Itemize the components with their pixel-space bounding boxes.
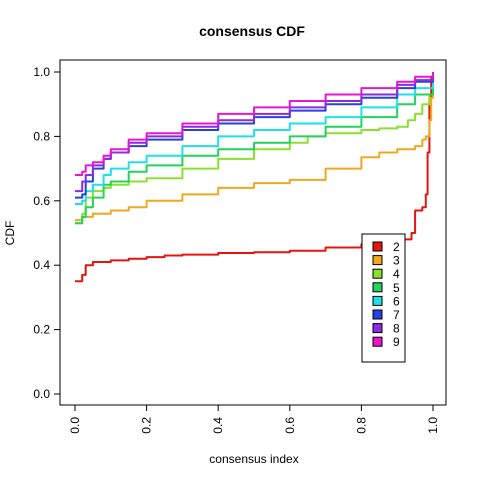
- plot-frame: [59, 59, 447, 406]
- legend-label-3: 3: [393, 254, 400, 268]
- x-tick-label: 0.4: [211, 417, 225, 434]
- legend-label-2: 2: [393, 240, 400, 254]
- y-tick-label: 0.8: [33, 129, 50, 143]
- legend-box: [361, 233, 406, 363]
- legend-label-7: 7: [393, 308, 400, 322]
- x-tick-label: 1.0: [426, 417, 440, 434]
- legend-swatch-5: [372, 282, 383, 293]
- legend-swatch-2: [372, 241, 383, 252]
- x-axis-label: consensus index: [209, 452, 298, 466]
- series-layer: [75, 72, 434, 283]
- series-line-9: [75, 72, 434, 176]
- y-axis: 0.0 0.2 0.4 0.6 0.8 1.0: [33, 65, 60, 401]
- legend-label-9: 9: [393, 335, 400, 349]
- series-line-2: [75, 72, 434, 283]
- legend-swatch-4: [372, 268, 383, 279]
- y-tick-label: 0.2: [33, 323, 50, 337]
- legend-label-5: 5: [393, 281, 400, 295]
- x-tick-label: 0.2: [140, 417, 154, 434]
- y-tick-label: 1.0: [33, 65, 50, 79]
- legend-label-6: 6: [393, 294, 400, 308]
- y-axis-label: CDF: [3, 221, 17, 246]
- y-tick-label: 0.4: [33, 258, 50, 272]
- y-tick-label: 0.0: [33, 387, 50, 401]
- legend-label-4: 4: [393, 267, 400, 281]
- y-tick-label: 0.6: [33, 194, 50, 208]
- legend-swatch-6: [372, 295, 383, 306]
- legend-swatch-9: [372, 336, 383, 347]
- legend-swatch-3: [372, 255, 383, 266]
- chart-title: consensus CDF: [199, 23, 305, 39]
- x-tick-label: 0.0: [68, 417, 82, 434]
- series-line-6: [75, 81, 434, 205]
- x-tick-label: 0.8: [354, 417, 368, 434]
- series-line-3: [75, 88, 434, 222]
- legend-label-8: 8: [393, 322, 400, 336]
- x-axis: 0.0 0.2 0.4 0.6 0.8 1.0: [68, 405, 440, 434]
- legend-swatch-7: [372, 309, 383, 320]
- legend-swatch-8: [372, 323, 383, 334]
- x-tick-label: 0.6: [283, 417, 297, 434]
